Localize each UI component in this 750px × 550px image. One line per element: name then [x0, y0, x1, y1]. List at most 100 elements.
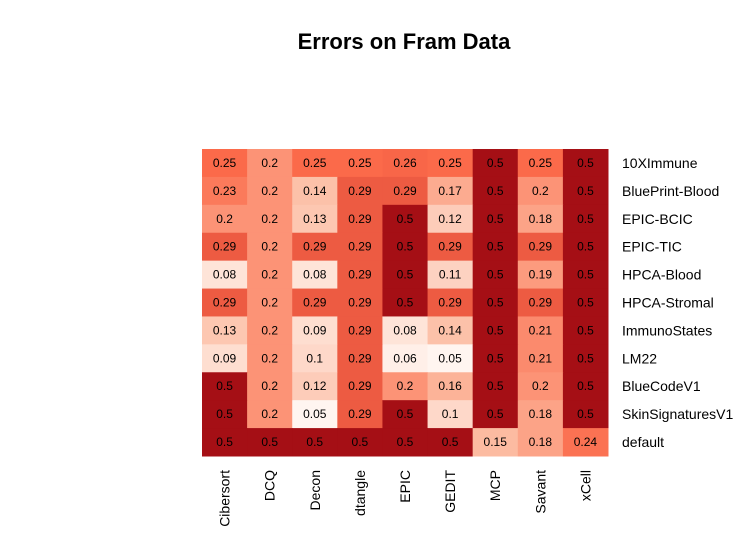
heatmap-cell: [562, 316, 609, 345]
heatmap-cell: [562, 288, 609, 317]
heatmap-cell: [517, 260, 564, 290]
heatmap-cell: [337, 372, 383, 401]
cell-value-label: 0.26: [393, 156, 417, 170]
cell-value-label: 0.13: [303, 212, 327, 226]
cell-value-label: 0.5: [487, 156, 504, 170]
cell-value-label: 0.5: [397, 435, 414, 449]
cell-value-label: 0.5: [577, 212, 594, 226]
cell-value-label: 0.14: [303, 184, 327, 198]
cell-value-label: 0.5: [216, 407, 233, 421]
cell-value-label: 0.2: [261, 323, 278, 337]
heatmap-cell: [292, 344, 338, 373]
cell-value-label: 0.29: [438, 240, 462, 254]
cell-value-label: 0.29: [529, 240, 553, 254]
row-label: SkinSignaturesV1: [622, 406, 734, 422]
cell-value-label: 0.5: [487, 240, 504, 254]
row-label: ImmunoStates: [622, 322, 712, 338]
cell-value-label: 0.5: [216, 435, 233, 449]
cell-value-label: 0.29: [348, 351, 372, 365]
heatmap-cell: [562, 344, 609, 373]
cell-value-label: 0.29: [213, 240, 237, 254]
heatmap-cell: [562, 204, 609, 234]
cell-value-label: 0.5: [487, 379, 504, 393]
cell-value-label: 0.29: [438, 296, 462, 310]
heatmap-cell: [562, 232, 609, 262]
cell-value-label: 0.5: [487, 323, 504, 337]
heatmap-value-labels: 0.25 0.2 0.25 0.25 0.26 0.25 0.5 0.25 0.5 0.23 0.2…: [213, 156, 598, 449]
heatmap-cell: [472, 204, 519, 234]
cell-value-label: 0.29: [348, 184, 372, 198]
heatmap-cell: [202, 176, 248, 206]
heatmap-cell: [472, 288, 519, 317]
cell-value-label: 0.25: [529, 156, 553, 170]
heatmap-cell: [202, 288, 248, 317]
column-label: EPIC: [397, 470, 413, 503]
heatmap-cell: [472, 176, 519, 206]
row-label: HPCA-Blood: [622, 267, 701, 283]
heatmap-cell: [202, 149, 248, 178]
cell-value-label: 0.5: [577, 323, 594, 337]
cell-value-label: 0.5: [352, 435, 369, 449]
cell-value-label: 0.08: [303, 268, 327, 282]
heatmap-cell: [517, 149, 564, 178]
cell-value-label: 0.25: [438, 156, 462, 170]
cell-value-label: 0.16: [438, 379, 462, 393]
heatmap-cell: [247, 316, 293, 345]
cell-value-label: 0.2: [532, 184, 549, 198]
heatmap-cells: [202, 149, 609, 457]
heatmap-cell: [202, 400, 248, 429]
cell-value-label: 0.29: [393, 184, 417, 198]
cell-value-label: 0.09: [303, 323, 327, 337]
heatmap-cell: [337, 149, 383, 178]
heatmap-cell: [382, 288, 429, 317]
cell-value-label: 0.5: [487, 296, 504, 310]
cell-value-label: 0.23: [213, 184, 237, 198]
heatmap-cell: [292, 149, 338, 178]
heatmap-cell: [517, 176, 564, 206]
cell-value-label: 0.29: [348, 240, 372, 254]
cell-value-label: 0.5: [442, 435, 459, 449]
heatmap-cell: [472, 400, 519, 429]
row-label: 10XImmune: [622, 155, 698, 171]
heatmap-cell: [427, 204, 474, 234]
cell-value-label: 0.5: [577, 379, 594, 393]
cell-value-label: 0.29: [213, 296, 237, 310]
heatmap-cell: [472, 344, 519, 373]
heatmap-cell: [292, 176, 338, 206]
heatmap-cell: [382, 372, 429, 401]
row-label: BlueCodeV1: [622, 378, 701, 394]
cell-value-label: 0.12: [438, 212, 462, 226]
heatmap-cell: [292, 372, 338, 401]
heatmap-cell: [427, 400, 474, 429]
cell-value-label: 0.2: [397, 379, 414, 393]
heatmap-cell: [202, 428, 248, 457]
heatmap-cell: [337, 316, 383, 345]
heatmap-cell: [247, 344, 293, 373]
heatmap-cell: [337, 400, 383, 429]
cell-value-label: 0.5: [487, 268, 504, 282]
row-label: EPIC-TIC: [622, 239, 682, 255]
heatmap-cell: [382, 428, 429, 457]
column-label: xCell: [577, 470, 593, 501]
cell-value-label: 0.1: [442, 407, 459, 421]
cell-value-label: 0.2: [261, 156, 278, 170]
cell-value-label: 0.2: [261, 379, 278, 393]
cell-value-label: 0.29: [348, 323, 372, 337]
cell-value-label: 0.15: [484, 435, 508, 449]
heatmap-cell: [247, 428, 293, 457]
heatmap-cell: [472, 372, 519, 401]
heatmap-cell: [382, 176, 429, 206]
cell-value-label: 0.19: [529, 268, 553, 282]
column-label: dtangle: [352, 470, 368, 516]
cell-value-label: 0.5: [577, 407, 594, 421]
column-label: Decon: [307, 470, 323, 510]
heatmap-cell: [247, 176, 293, 206]
heatmap-cell: [382, 204, 429, 234]
cell-value-label: 0.25: [213, 156, 237, 170]
heatmap-cell: [427, 316, 474, 345]
row-label: BluePrint-Blood: [622, 183, 719, 199]
heatmap-cell: [427, 428, 474, 457]
heatmap-cell: [562, 428, 609, 457]
heatmap-cell: [517, 316, 564, 345]
cell-value-label: 0.11: [439, 268, 462, 282]
